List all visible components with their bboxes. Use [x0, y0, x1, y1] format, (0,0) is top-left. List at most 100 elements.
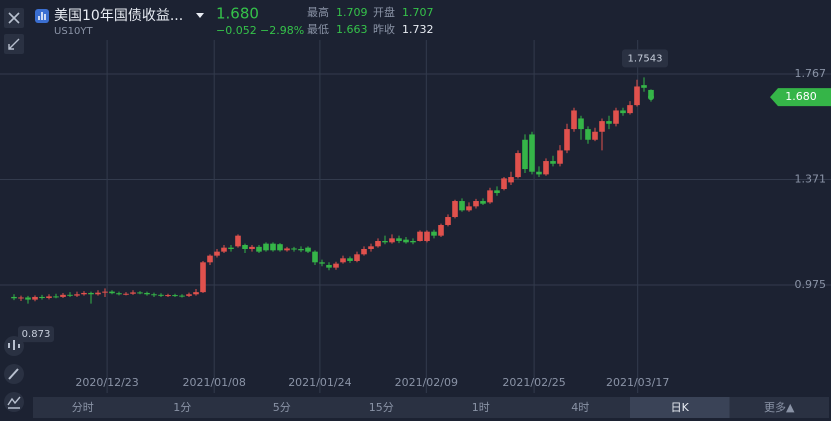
candle-body[interactable]	[193, 292, 199, 295]
candle-body[interactable]	[431, 231, 437, 236]
candle-body[interactable]	[487, 190, 493, 203]
candle-body[interactable]	[410, 240, 416, 243]
candle-body[interactable]	[32, 296, 38, 300]
candle-body[interactable]	[263, 243, 269, 251]
candle-body[interactable]	[403, 239, 409, 243]
candle-body[interactable]	[270, 243, 276, 251]
candle-body[interactable]	[116, 293, 122, 295]
candle-body[interactable]	[445, 217, 451, 226]
candle-body[interactable]	[459, 201, 465, 211]
candle-body[interactable]	[305, 247, 311, 252]
candle-body[interactable]	[74, 294, 80, 296]
candle-body[interactable]	[592, 131, 598, 140]
candle-body[interactable]	[564, 129, 570, 151]
candle-body[interactable]	[627, 105, 633, 114]
candle-body[interactable]	[361, 248, 367, 255]
candle-body[interactable]	[67, 294, 73, 296]
candle-body[interactable]	[158, 294, 164, 296]
candle-body[interactable]	[340, 258, 346, 263]
candle-body[interactable]	[466, 206, 472, 211]
candle-body[interactable]	[137, 292, 143, 294]
candle-body[interactable]	[417, 231, 423, 241]
candle-body[interactable]	[46, 296, 52, 299]
candle-body[interactable]	[585, 129, 591, 140]
tab[interactable]: 更多▲	[764, 400, 795, 414]
candle-body[interactable]	[333, 263, 339, 268]
candle-body[interactable]	[102, 291, 108, 293]
candle-body[interactable]	[375, 240, 381, 247]
candle-body[interactable]	[347, 258, 353, 261]
candle-body[interactable]	[354, 254, 360, 261]
candle-body[interactable]	[319, 262, 325, 264]
candle-body[interactable]	[515, 153, 521, 178]
candle-body[interactable]	[382, 240, 388, 243]
candle-body[interactable]	[389, 238, 395, 243]
candle-body[interactable]	[396, 238, 402, 241]
candle-body[interactable]	[298, 248, 304, 251]
candle-body[interactable]	[620, 110, 626, 114]
candle-body[interactable]	[641, 85, 647, 88]
candle-body[interactable]	[109, 291, 115, 294]
tab[interactable]: 分时	[72, 401, 94, 414]
candle-body[interactable]	[550, 161, 556, 164]
candle-body[interactable]	[648, 89, 654, 98]
candle-body[interactable]	[291, 248, 297, 250]
candle-body[interactable]	[53, 296, 59, 298]
candle-body[interactable]	[11, 296, 17, 299]
candle-body[interactable]	[130, 292, 136, 294]
candle-body[interactable]	[214, 251, 220, 256]
candle-body[interactable]	[179, 295, 185, 297]
candle-body[interactable]	[368, 246, 374, 249]
tab[interactable]: 1时	[472, 401, 490, 414]
candle-body[interactable]	[39, 296, 45, 299]
tab[interactable]: 15分	[369, 401, 394, 414]
tab[interactable]: 4时	[571, 401, 589, 414]
candle-body[interactable]	[438, 225, 444, 236]
candle-body[interactable]	[508, 177, 514, 183]
candle-body[interactable]	[529, 134, 535, 172]
dropdown-arrow[interactable]	[196, 13, 204, 18]
candle-body[interactable]	[88, 292, 94, 295]
candle-body[interactable]	[284, 248, 290, 251]
candle-body[interactable]	[312, 251, 318, 263]
candle-body[interactable]	[207, 255, 213, 263]
candle-body[interactable]	[18, 297, 24, 299]
candle-body[interactable]	[165, 295, 171, 297]
candle-body[interactable]	[221, 247, 227, 252]
candle-body[interactable]	[473, 201, 479, 207]
candle-body[interactable]	[95, 292, 101, 295]
candle-body[interactable]	[634, 86, 640, 106]
candle-body[interactable]	[480, 201, 486, 204]
candle-body[interactable]	[186, 294, 192, 296]
candle-body[interactable]	[494, 190, 500, 194]
candle-body[interactable]	[242, 244, 248, 249]
candle-body[interactable]	[151, 294, 157, 296]
candle-body[interactable]	[522, 139, 528, 170]
candle-body[interactable]	[172, 295, 178, 297]
candle-body[interactable]	[228, 247, 234, 249]
candle-body[interactable]	[571, 110, 577, 130]
tab[interactable]: 日K	[671, 401, 690, 414]
candle-body[interactable]	[25, 297, 31, 300]
candle-body[interactable]	[536, 171, 542, 175]
instrument-title[interactable]: 美国10年国债收益...	[54, 8, 183, 24]
tab[interactable]: 1分	[173, 401, 191, 414]
candle-body[interactable]	[326, 264, 332, 268]
candle-body[interactable]	[452, 201, 458, 218]
tab[interactable]: 5分	[273, 401, 291, 414]
candle-body[interactable]	[277, 244, 283, 251]
candle-body[interactable]	[200, 262, 206, 293]
candle-body[interactable]	[606, 121, 612, 124]
candle-body[interactable]	[256, 246, 262, 252]
candle-body[interactable]	[235, 235, 241, 247]
candle-body[interactable]	[424, 231, 430, 241]
candle-body[interactable]	[557, 150, 563, 164]
candle-body[interactable]	[81, 292, 87, 295]
candle-body[interactable]	[543, 161, 549, 175]
candle-body[interactable]	[599, 121, 605, 132]
candle-body[interactable]	[249, 246, 255, 249]
candle-body[interactable]	[144, 292, 150, 295]
candle-body[interactable]	[123, 293, 129, 295]
candle-body[interactable]	[613, 110, 619, 124]
candle-body[interactable]	[501, 178, 507, 190]
